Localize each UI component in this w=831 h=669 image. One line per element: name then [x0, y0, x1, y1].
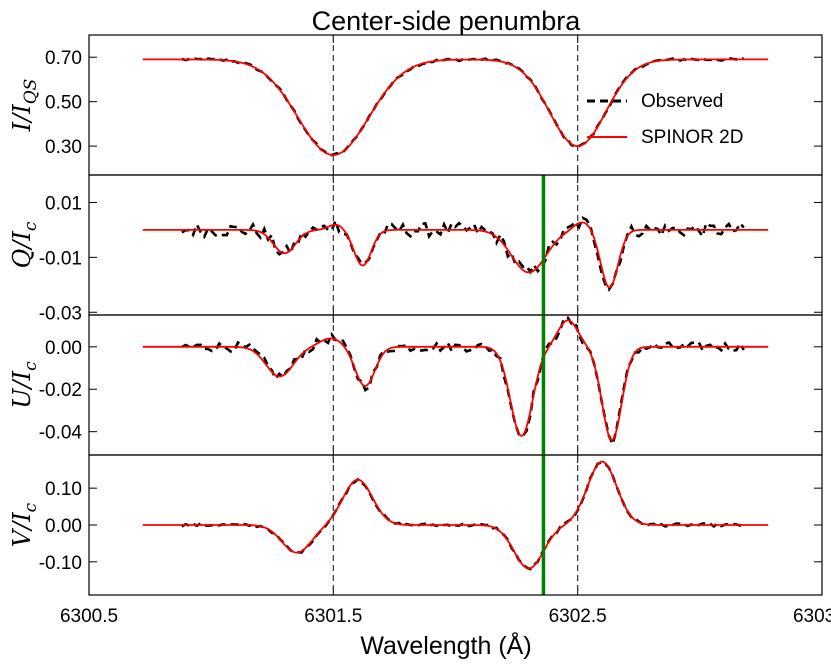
y-tick-label: -0.03: [39, 303, 82, 324]
y-axis-label-main: U/I: [8, 370, 36, 408]
y-axis-label: I/IQS: [8, 79, 41, 133]
y-tick-label: 0.70: [45, 48, 82, 69]
y-axis-label-main: V/I: [8, 512, 36, 547]
y-tick-label: -0.01: [39, 248, 82, 269]
plot-area: [142, 316, 769, 449]
observed-series: [181, 316, 745, 449]
y-axis-label: U/Ic: [8, 361, 41, 409]
y-tick-label: 0.50: [45, 93, 82, 114]
plot-area: [142, 56, 769, 157]
model-series: [142, 221, 769, 289]
panel-3: -0.04-0.020.00U/Ic: [8, 314, 823, 456]
x-axis-label: Wavelength (Å): [360, 630, 531, 660]
legend: Observed SPINOR 2D: [587, 91, 743, 148]
y-tick-label: -0.04: [39, 423, 83, 444]
model-series: [142, 319, 769, 442]
model-series: [142, 460, 769, 570]
y-axis-label-subscript: c: [21, 361, 41, 371]
y-tick-label: 0.00: [45, 516, 82, 537]
panel-frame: [88, 454, 823, 596]
observed-series: [181, 216, 745, 292]
y-axis-label-subscript: QS: [21, 79, 41, 105]
y-tick-label: -0.10: [39, 553, 82, 574]
plot-area: [142, 216, 769, 292]
plot-area: [142, 460, 769, 571]
chart-title: Center-side penumbra: [312, 6, 582, 36]
y-axis-label-main: I/I: [8, 104, 36, 133]
y-axis-label: Q/Ic: [8, 221, 41, 268]
panel-4: -0.100.000.10V/Ic: [8, 454, 823, 596]
panel-frame: [88, 174, 823, 316]
y-axis-label: V/Ic: [8, 502, 41, 547]
x-axis: 6300.5 6301.5 6302.5 6303.5: [60, 606, 831, 627]
observed-series: [181, 461, 744, 571]
panel-frame: [88, 314, 823, 456]
y-tick-label: 0.00: [45, 338, 82, 359]
x-tick-label: 6301.5: [304, 606, 362, 627]
y-axis-label-main: Q/I: [8, 231, 36, 269]
x-tick-label: 6303.5: [793, 606, 831, 627]
x-tick-label: 6302.5: [549, 606, 607, 627]
model-series: [142, 58, 769, 156]
y-tick-label: -0.02: [39, 380, 82, 401]
legend-label: SPINOR 2D: [641, 127, 743, 148]
y-tick-label: 0.10: [45, 479, 82, 500]
y-axis-label-subscript: c: [21, 502, 41, 512]
y-tick-label: 0.01: [45, 193, 82, 214]
legend-label: Observed: [641, 91, 723, 112]
panel-2: -0.03-0.010.01Q/Ic: [8, 174, 823, 324]
y-axis-label-subscript: c: [21, 221, 41, 231]
x-tick-label: 6300.5: [60, 606, 118, 627]
y-tick-label: 0.30: [45, 137, 82, 158]
